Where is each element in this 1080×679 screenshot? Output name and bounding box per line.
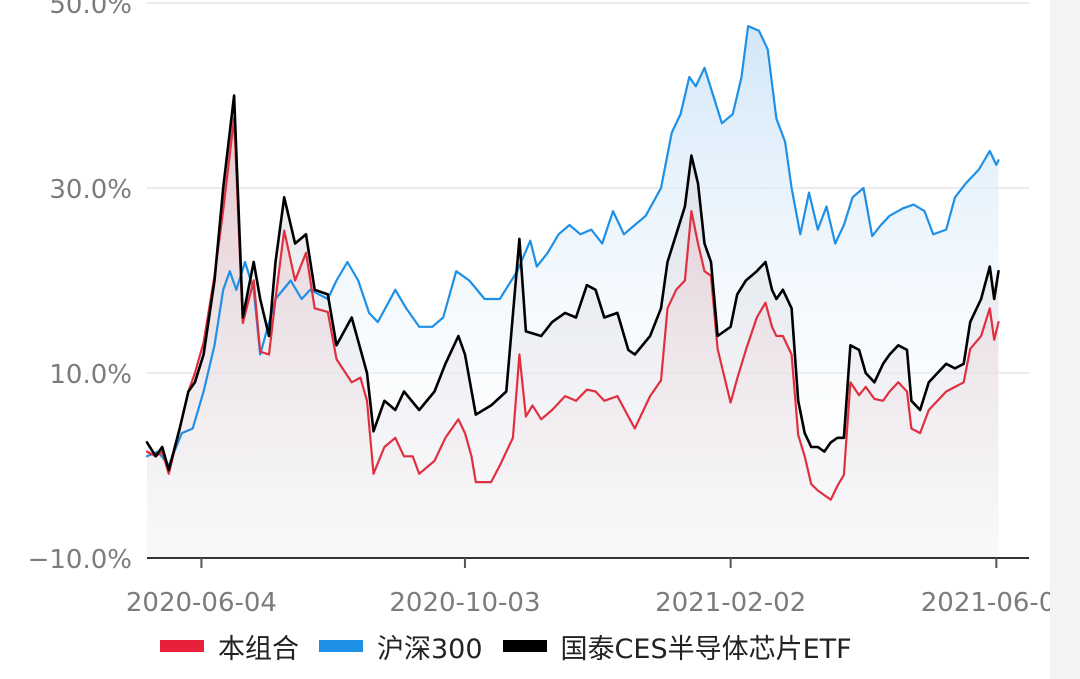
legend-label-portfolio: 本组合 <box>218 633 299 665</box>
series-areas <box>147 26 999 559</box>
legend-swatch-etf <box>502 640 547 652</box>
x-tick-label: 2021-06-04 <box>921 588 1072 618</box>
series-line-1 <box>145 25 1000 467</box>
y-tick-label: −10.0% <box>28 545 132 575</box>
axes: 50.0% 30.0% 10.0% −10.0% 2020-06-04 2020-10-0… <box>28 0 1072 618</box>
series-lines <box>145 25 1000 501</box>
x-tick-label: 2020-10-03 <box>389 588 540 618</box>
y-tick-label: 50.0% <box>49 0 132 20</box>
series-area-0 <box>147 117 999 558</box>
performance-chart: 50.0% 30.0% 10.0% −10.0% 2020-06-04 2020-10-0… <box>28 0 1072 618</box>
legend-item-portfolio[interactable]: 本组合 <box>160 627 299 666</box>
x-tick-label: 2020-06-04 <box>126 588 277 618</box>
series-line-0 <box>145 116 1000 501</box>
legend-item-csi300[interactable]: 沪深300 <box>319 627 483 666</box>
y-tick-label: 10.0% <box>49 360 132 390</box>
legend-swatch-portfolio <box>160 640 204 652</box>
legend-label-csi300: 沪深300 <box>377 633 483 665</box>
series-line-2 <box>145 94 1000 472</box>
x-tick-label: 2021-02-02 <box>655 588 806 618</box>
legend-item-etf[interactable]: 国泰CES半导体芯片ETF <box>502 627 852 666</box>
scroll-edge <box>1050 0 1080 679</box>
legend-label-etf: 国泰CES半导体芯片ETF <box>560 633 852 665</box>
y-tick-label: 30.0% <box>49 175 132 205</box>
legend-swatch-csi300 <box>319 640 363 652</box>
chart-legend: 本组合 沪深300 国泰CES半导体芯片ETF <box>160 626 852 666</box>
